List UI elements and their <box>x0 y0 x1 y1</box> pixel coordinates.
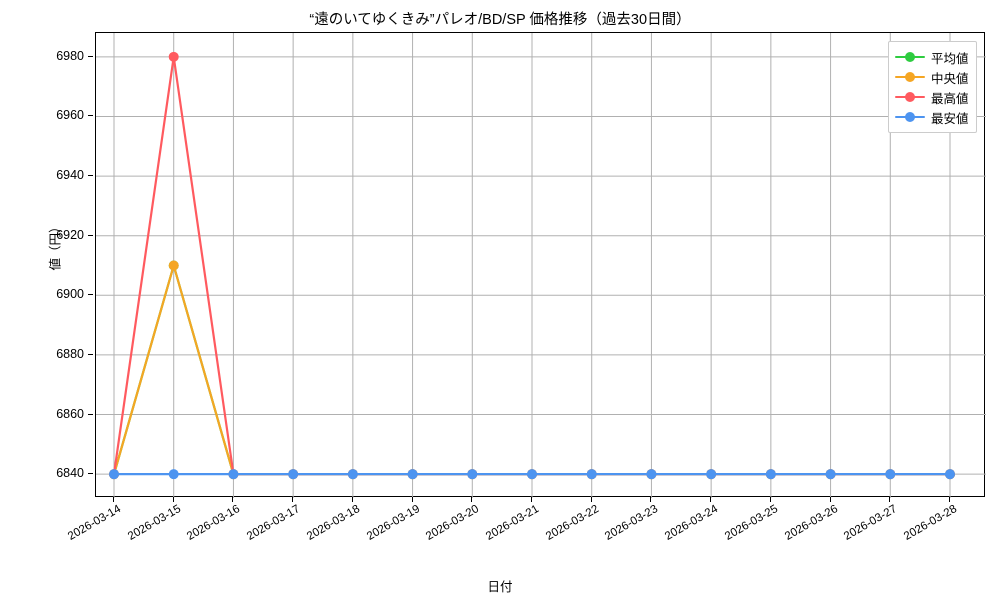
x-axis-tick-mark <box>232 497 234 502</box>
x-axis-tick-labels: 2026-03-14 2026-03-15 2026-03-16 2026-03-17… <box>66 503 985 573</box>
x-axis-tick-mark <box>113 497 114 502</box>
x-axis-label: 日付 <box>487 580 513 594</box>
series-line <box>112 55 952 476</box>
x-axis-tick-mark <box>949 497 950 502</box>
x-axis-tick-mark <box>351 497 353 502</box>
legend-item[interactable]: 最安値 <box>895 107 969 127</box>
legend-item[interactable]: 中央値 <box>895 67 969 87</box>
y-axis-tick-label: 6900 <box>56 287 84 302</box>
chart-title: “遠のいてゆくきみ”パレオ/BD/SP 価格推移（過去30日間） <box>309 12 691 28</box>
legend-label: 最安値 <box>931 111 969 126</box>
y-axis-tick-marks <box>0 32 95 497</box>
x-axis-tick-mark <box>292 497 294 502</box>
series-lines <box>109 51 955 480</box>
data-point-marker <box>646 469 657 480</box>
data-point-marker <box>168 469 179 480</box>
data-point-marker <box>168 51 179 62</box>
data-point-marker <box>885 469 896 480</box>
x-axis-tick-mark <box>590 497 592 502</box>
y-axis-tick-mark <box>88 55 93 57</box>
data-point-marker <box>706 469 717 480</box>
y-axis-tick-mark <box>88 234 93 236</box>
x-axis-tick-mark <box>710 497 712 502</box>
x-axis-tick-mark <box>650 497 652 502</box>
y-axis-tick-mark <box>88 115 93 117</box>
y-axis-tick-label: 6880 <box>56 346 84 361</box>
y-axis-label: 値（円） <box>48 220 63 271</box>
x-axis-tick-mark <box>531 497 532 502</box>
x-axis-tick-mark <box>411 497 413 502</box>
x-axis-tick-mark <box>769 497 771 502</box>
data-point-marker <box>527 469 537 480</box>
data-point-marker <box>347 469 358 480</box>
y-axis-tick-mark <box>88 294 93 296</box>
legend-item[interactable]: 平均値 <box>895 47 969 67</box>
y-axis-tick-label: 6940 <box>56 168 84 183</box>
data-point-marker <box>109 469 119 480</box>
data-point-marker <box>467 469 478 480</box>
legend-item[interactable]: 最高値 <box>895 87 969 107</box>
legend-marker-icon <box>895 70 925 84</box>
data-point-marker <box>945 469 955 480</box>
series-line <box>112 264 952 476</box>
legend-marker-icon <box>895 90 925 104</box>
y-axis-tick-label: 6920 <box>56 227 84 242</box>
x-axis-tick-mark <box>829 497 831 502</box>
data-point-marker <box>407 469 418 480</box>
x-axis-tick-mark <box>172 497 174 502</box>
y-axis-tick-mark <box>88 413 93 415</box>
y-axis-tick-label: 6960 <box>56 108 84 123</box>
legend-marker-icon <box>895 110 925 124</box>
y-axis-tick-mark <box>88 473 93 475</box>
y-axis-tick-label: 6840 <box>56 466 84 481</box>
x-axis-tick-mark <box>471 497 473 502</box>
y-axis-tick-mark <box>88 353 93 355</box>
legend-label: 最高値 <box>931 91 969 106</box>
plot-area <box>95 32 986 498</box>
x-axis-tick-marks <box>95 497 985 503</box>
data-point-marker <box>825 469 836 480</box>
legend-marker-icon <box>895 50 925 64</box>
series-line <box>112 264 952 476</box>
legend-label: 中央値 <box>931 71 969 86</box>
data-point-marker <box>288 469 299 480</box>
x-axis-tick-mark <box>889 497 891 502</box>
y-axis-tick-label: 6860 <box>56 406 84 421</box>
legend-label: 平均値 <box>931 51 969 66</box>
data-point-marker <box>168 260 179 271</box>
data-point-marker <box>586 469 597 480</box>
data-point-marker <box>765 469 776 480</box>
data-point-marker <box>228 469 239 480</box>
y-axis-tick-labels: 6840 6860 6880 6900 6920 6940 6960 6980 <box>0 32 84 497</box>
y-axis-tick-label: 6980 <box>56 48 84 63</box>
chart-legend: 平均値中央値最高値最安値 <box>888 41 977 133</box>
y-axis-tick-mark <box>88 175 93 177</box>
